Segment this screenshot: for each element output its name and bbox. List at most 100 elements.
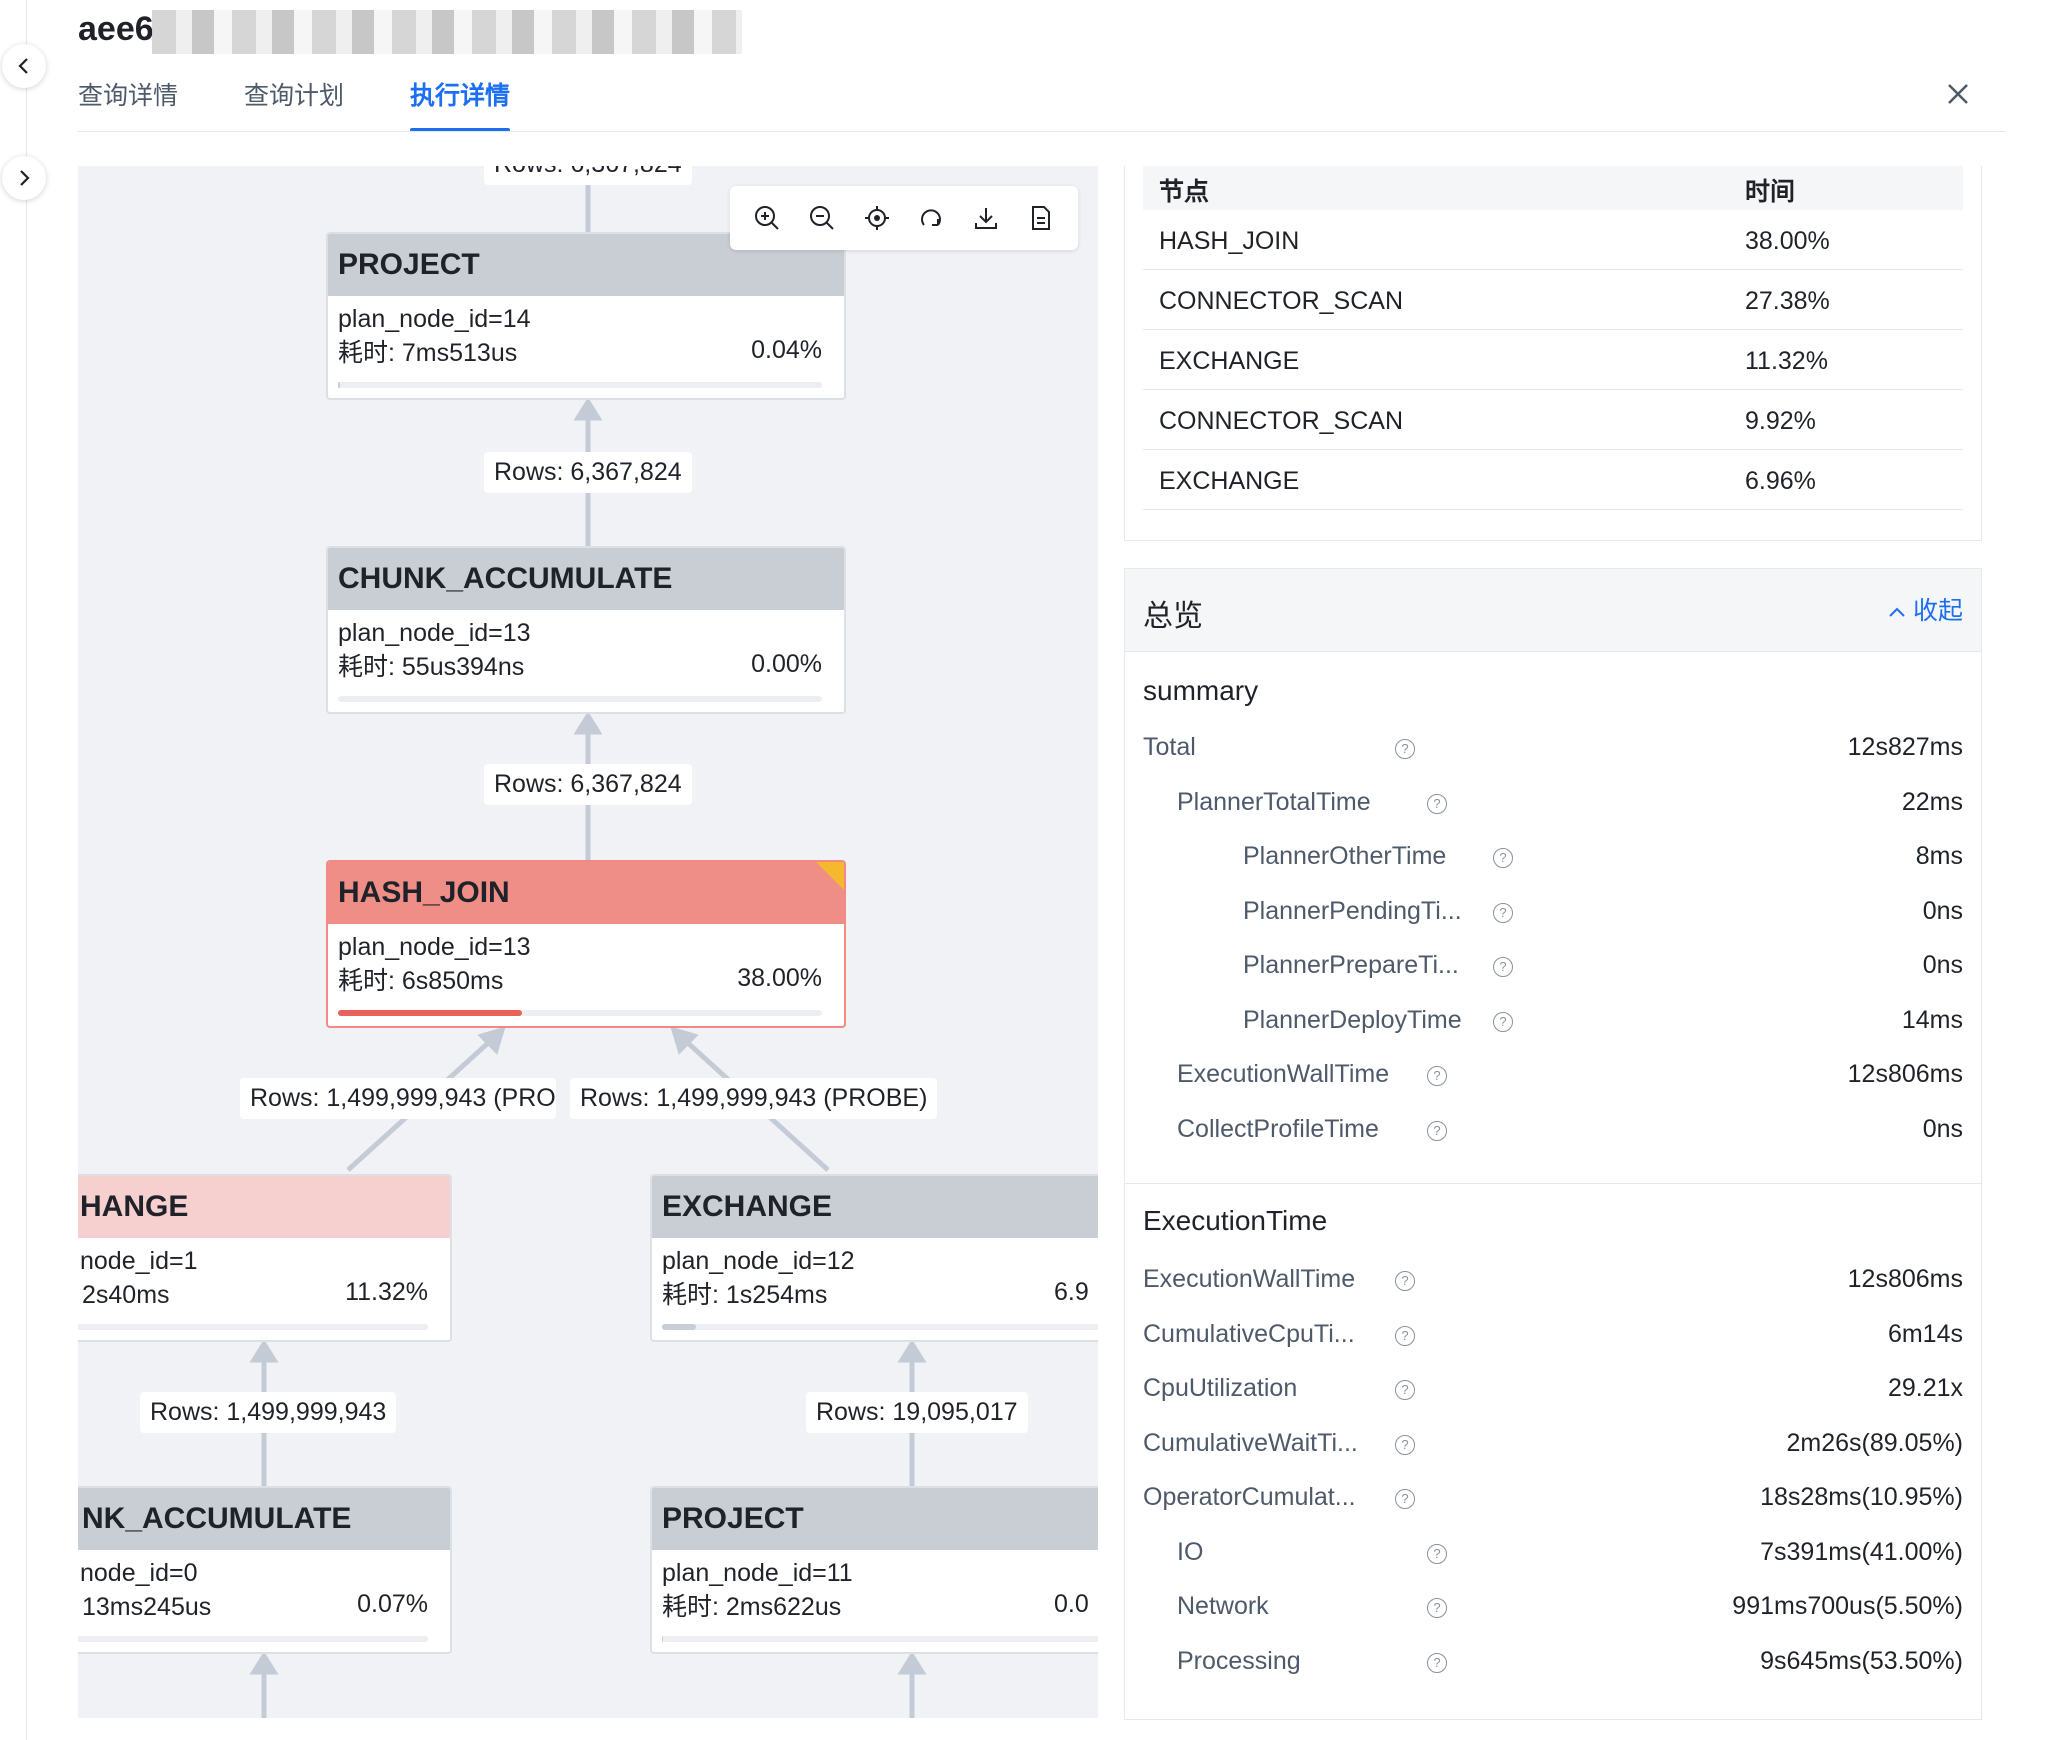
help-icon[interactable]: ? bbox=[1493, 902, 1513, 923]
help-icon[interactable]: ? bbox=[1493, 1011, 1513, 1032]
cell-node: HASH_JOIN bbox=[1159, 227, 1300, 255]
metric-value: 18s28ms(10.95%) bbox=[1760, 1483, 1963, 1511]
table-row[interactable]: EXCHANGE 11.32% bbox=[1143, 330, 1963, 390]
metric-row: CpuUtilization? 29.21x bbox=[1125, 1370, 1963, 1410]
metric-row: PlannerTotalTime? 22ms bbox=[1125, 784, 1963, 824]
node-title: PROJECT bbox=[328, 234, 844, 296]
edge-label-probe: Rows: 1,499,999,943 (PROBE) bbox=[570, 1078, 938, 1119]
help-icon[interactable]: ? bbox=[1493, 957, 1513, 977]
download-icon[interactable] bbox=[971, 203, 1001, 233]
cell-time: 9.92% bbox=[1745, 407, 1816, 435]
node-plan-id: plan_node_id=13 bbox=[338, 933, 531, 961]
node-time: 耗时: 1s254ms bbox=[662, 1281, 828, 1309]
help-icon[interactable]: ? bbox=[1427, 1652, 1447, 1673]
node-time: 耗时: 2ms622us bbox=[662, 1593, 842, 1621]
metric-name: IO bbox=[1177, 1537, 1204, 1566]
node-project-top[interactable]: PROJECT plan_node_id=14 耗时: 7ms513us 0.04… bbox=[326, 232, 846, 400]
tab-bar: 查询详情 查询计划 执行详情 bbox=[78, 76, 576, 132]
node-exchange-left[interactable]: HANGE node_id=1 2s40ms 11.32% bbox=[78, 1174, 452, 1342]
tab-query-detail[interactable]: 查询详情 bbox=[78, 82, 179, 110]
table-row[interactable]: HASH_JOIN 38.00% bbox=[1143, 210, 1963, 270]
title-redacted bbox=[152, 10, 742, 54]
help-icon[interactable]: ? bbox=[1427, 793, 1447, 814]
collapse-left-button[interactable] bbox=[2, 44, 46, 88]
metric-row: PlannerPrepareTi...? 0ns bbox=[1125, 947, 1963, 987]
node-percent: 11.32% bbox=[345, 1278, 428, 1306]
tab-execution-detail[interactable]: 执行详情 bbox=[410, 76, 511, 132]
cell-node: CONNECTOR_SCAN bbox=[1159, 407, 1404, 435]
metric-value: 29.21x bbox=[1887, 1374, 1963, 1402]
help-icon[interactable]: ? bbox=[1395, 739, 1415, 759]
metric-value: 14ms bbox=[1901, 1005, 1963, 1034]
graph-toolbar bbox=[730, 186, 1078, 250]
table-row[interactable]: CONNECTOR_SCAN 27.38% bbox=[1143, 270, 1963, 330]
node-hash-join[interactable]: HASH_JOIN plan_node_id=13 耗时: 6s850ms 38.… bbox=[326, 860, 846, 1028]
metric-value: 991ms700us(5.50%) bbox=[1732, 1592, 1963, 1620]
file-icon[interactable] bbox=[1026, 203, 1056, 233]
node-title: NK_ACCUMULATE bbox=[78, 1488, 450, 1550]
node-progress-bar bbox=[338, 696, 822, 702]
metric-name: OperatorCumulat... bbox=[1143, 1483, 1356, 1511]
table-row[interactable]: EXCHANGE 6.96% bbox=[1143, 450, 1963, 510]
node-percent: 0.0 bbox=[1054, 1590, 1089, 1618]
node-progress-bar bbox=[78, 1324, 428, 1330]
chevron-left-icon bbox=[18, 58, 28, 74]
metric-value: 12s806ms bbox=[1847, 1060, 1963, 1088]
metric-row: PlannerOtherTime? 8ms bbox=[1125, 838, 1963, 878]
section-divider bbox=[1125, 1183, 1981, 1184]
node-project-right[interactable]: PROJECT plan_node_id=11 耗时: 2ms622us 0.0 bbox=[650, 1486, 1098, 1654]
metric-row: OperatorCumulat...? 18s28ms(10.95%) bbox=[1125, 1479, 1963, 1519]
summary-section-title: summary bbox=[1143, 675, 1259, 706]
expand-right-button[interactable] bbox=[2, 156, 46, 200]
metric-row: CumulativeWaitTi...? 2m26s(89.05%) bbox=[1125, 1425, 1963, 1465]
tab-query-plan[interactable]: 查询计划 bbox=[244, 82, 345, 110]
node-exchange-right[interactable]: EXCHANGE plan_node_id=12 耗时: 1s254ms 6.9 bbox=[650, 1174, 1098, 1342]
metric-name: ExecutionWallTime bbox=[1177, 1060, 1390, 1088]
metric-value: 0ns bbox=[1922, 951, 1963, 979]
reset-icon[interactable] bbox=[916, 203, 946, 233]
execution-graph-canvas[interactable]: Rows: 6,367,824 PROJECT plan_node_id=14 … bbox=[78, 166, 1098, 1718]
help-icon[interactable]: ? bbox=[1395, 1325, 1415, 1346]
node-plan-id: node_id=1 bbox=[80, 1247, 198, 1275]
metric-row: CollectProfileTime? 0ns bbox=[1125, 1111, 1963, 1151]
help-icon[interactable]: ? bbox=[1395, 1380, 1415, 1400]
zoom-in-icon[interactable] bbox=[752, 203, 782, 233]
collapse-button[interactable]: 收起 bbox=[1888, 591, 1963, 627]
help-icon[interactable]: ? bbox=[1395, 1489, 1415, 1509]
close-button[interactable] bbox=[1942, 78, 1974, 110]
node-time: 13ms245us bbox=[82, 1593, 212, 1621]
metric-name: Total bbox=[1143, 733, 1196, 761]
node-plan-id: node_id=0 bbox=[80, 1559, 198, 1587]
metric-name: PlannerTotalTime bbox=[1177, 787, 1371, 816]
help-icon[interactable]: ? bbox=[1427, 1066, 1447, 1086]
metric-row: PlannerPendingTi...? 0ns bbox=[1125, 893, 1963, 933]
node-progress-bar bbox=[662, 1636, 1098, 1642]
locate-icon[interactable] bbox=[862, 203, 892, 233]
chevron-up-icon bbox=[1889, 607, 1905, 618]
help-icon[interactable]: ? bbox=[1493, 848, 1513, 868]
cell-time: 38.00% bbox=[1745, 227, 1830, 255]
tab-divider bbox=[78, 131, 2006, 132]
metric-row: Processing? 9s645ms(53.50%) bbox=[1125, 1643, 1963, 1683]
close-icon bbox=[1948, 84, 1968, 104]
metric-row: Network? 991ms700us(5.50%) bbox=[1125, 1588, 1963, 1628]
cell-node: CONNECTOR_SCAN bbox=[1159, 287, 1404, 315]
metric-value: 6m14s bbox=[1887, 1319, 1963, 1348]
node-chunk-accumulate-left[interactable]: NK_ACCUMULATE node_id=0 13ms245us 0.07% bbox=[78, 1486, 452, 1654]
node-time: 耗时: 55us394ns bbox=[338, 653, 525, 681]
help-icon[interactable]: ? bbox=[1395, 1434, 1415, 1455]
node-chunk-accumulate[interactable]: CHUNK_ACCUMULATE plan_node_id=13 耗时: 55u… bbox=[326, 546, 846, 714]
help-icon[interactable]: ? bbox=[1427, 1543, 1447, 1564]
help-icon[interactable]: ? bbox=[1427, 1598, 1447, 1618]
collapse-label: 收起 bbox=[1912, 597, 1963, 625]
node-progress-bar bbox=[78, 1636, 428, 1642]
metric-value: 22ms bbox=[1901, 787, 1963, 816]
edge-label: Rows: 6,367,824 bbox=[484, 764, 692, 805]
help-icon[interactable]: ? bbox=[1395, 1271, 1415, 1291]
help-icon[interactable]: ? bbox=[1427, 1120, 1447, 1141]
execution-section-title: ExecutionTime bbox=[1143, 1205, 1328, 1236]
node-percent: 0.00% bbox=[751, 650, 822, 678]
edge-label: Rows: 19,095,017 bbox=[806, 1392, 1028, 1433]
table-row[interactable]: CONNECTOR_SCAN 9.92% bbox=[1143, 390, 1963, 450]
zoom-out-icon[interactable] bbox=[807, 203, 837, 233]
